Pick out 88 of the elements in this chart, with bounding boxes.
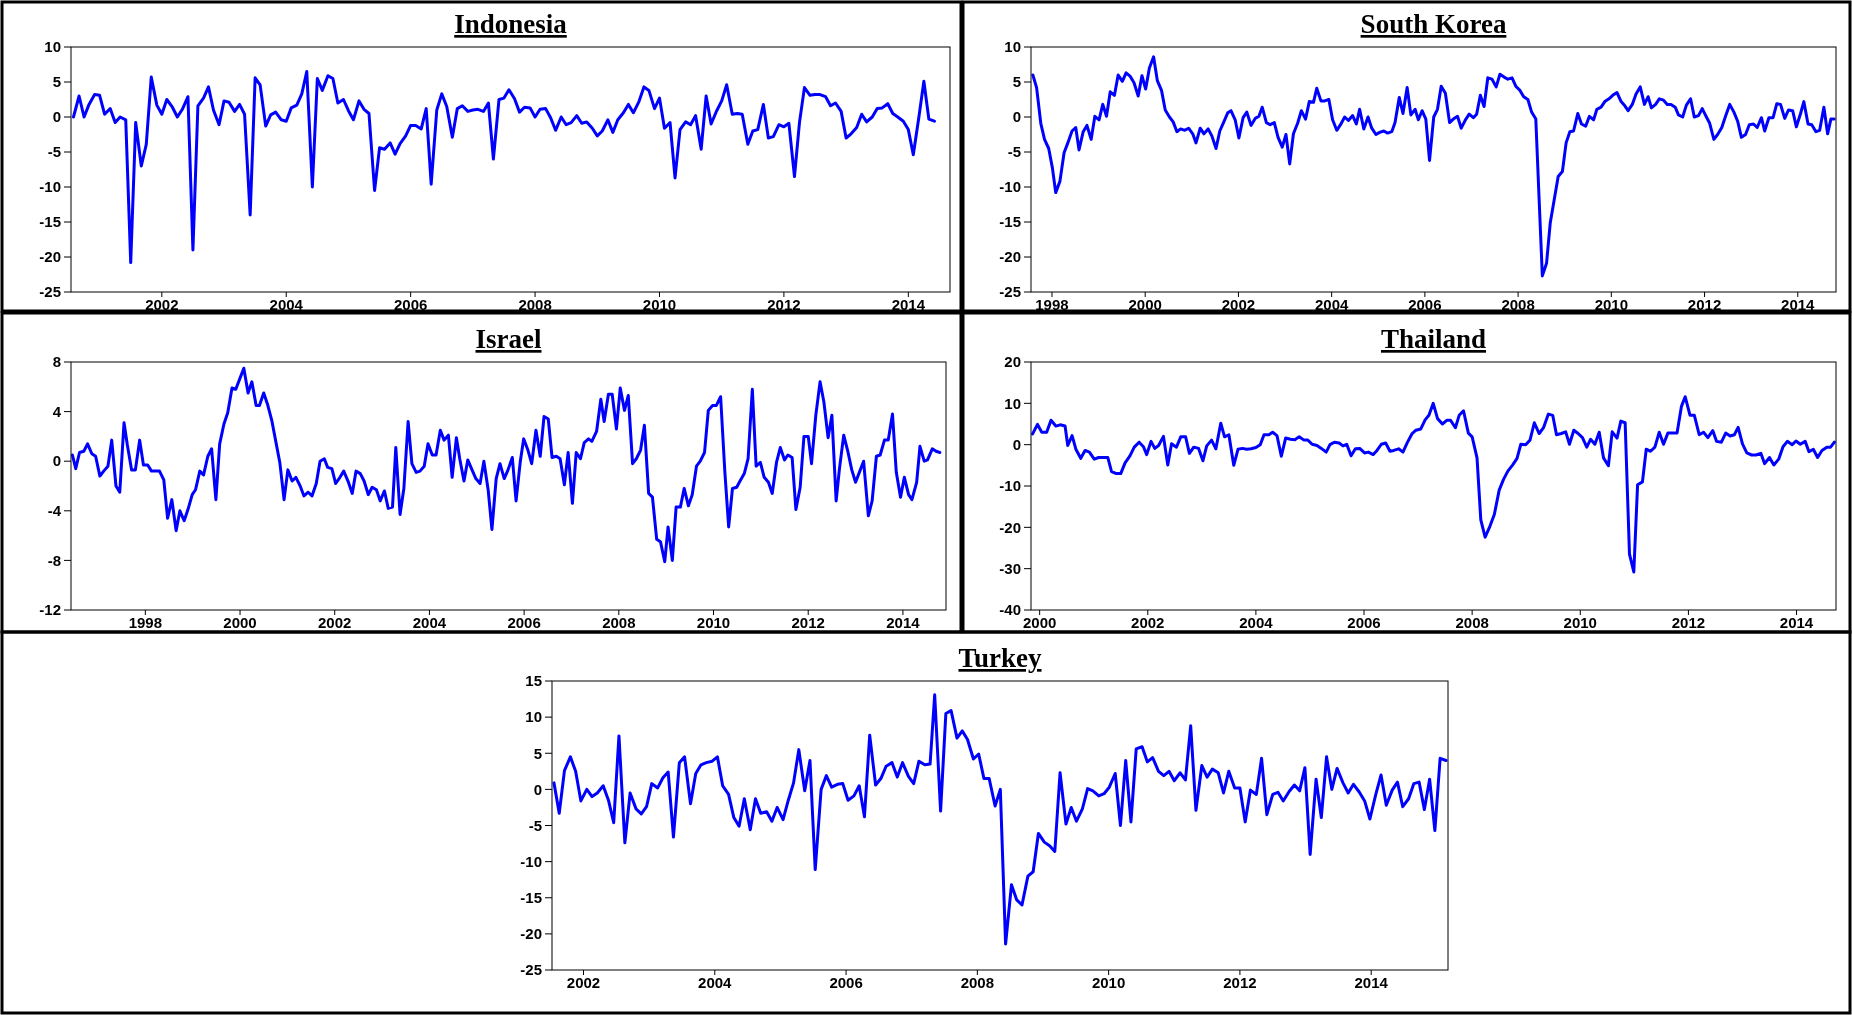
y-tick-label: -25 bbox=[999, 283, 1021, 301]
chart-title: Thailand bbox=[1380, 324, 1487, 354]
y-tick-label: -20 bbox=[520, 925, 542, 943]
y-tick-label: -25 bbox=[520, 961, 542, 979]
y-tick-label: -5 bbox=[1007, 143, 1021, 161]
y-tick-label: 20 bbox=[1004, 353, 1021, 371]
x-tick-label: 2010 bbox=[642, 296, 677, 313]
y-tick-label: -30 bbox=[999, 559, 1021, 577]
line-series bbox=[71, 70, 936, 265]
x-tick-label: 2006 bbox=[507, 614, 541, 631]
x-tick-label: 2004 bbox=[1314, 296, 1349, 313]
x-tick-label: 2008 bbox=[602, 614, 636, 631]
line-series bbox=[1031, 55, 1836, 278]
y-tick-label: 15 bbox=[525, 672, 542, 690]
x-tick-label: 2004 bbox=[1239, 614, 1274, 631]
x-tick-label: 2000 bbox=[223, 614, 257, 631]
y-tick-label: 0 bbox=[1012, 108, 1021, 126]
x-tick-label: 1998 bbox=[128, 614, 163, 631]
x-tick-label: 2006 bbox=[393, 296, 428, 313]
x-tick-label: 2004 bbox=[698, 974, 733, 991]
y-tick-label: -25 bbox=[39, 283, 61, 301]
x-tick-label: 2010 bbox=[696, 614, 731, 631]
y-tick-label: 5 bbox=[52, 73, 61, 91]
chart-title: Turkey bbox=[958, 643, 1043, 673]
x-tick-label: 2010 bbox=[1563, 614, 1597, 631]
x-tick-label: 2014 bbox=[1779, 614, 1814, 631]
y-tick-label: -10 bbox=[520, 852, 542, 870]
y-tick-label: 0 bbox=[1012, 435, 1021, 453]
x-tick-label: 2004 bbox=[412, 614, 447, 631]
y-tick-label: -5 bbox=[47, 143, 61, 161]
y-tick-label: -40 bbox=[999, 601, 1021, 619]
y-tick-label: -15 bbox=[999, 213, 1021, 231]
line-series bbox=[70, 366, 942, 564]
x-tick-label: 1998 bbox=[1035, 296, 1069, 313]
x-tick-label: 2012 bbox=[1223, 974, 1257, 991]
y-tick-label: 0 bbox=[52, 452, 61, 470]
x-tick-label: 2000 bbox=[1128, 296, 1162, 313]
line-series bbox=[552, 693, 1448, 946]
x-tick-label: 2012 bbox=[791, 614, 825, 631]
y-tick-label: 5 bbox=[533, 744, 542, 762]
y-tick-label: 10 bbox=[44, 38, 61, 56]
y-tick-label: -10 bbox=[999, 477, 1021, 495]
y-tick-label: -5 bbox=[528, 816, 542, 834]
x-tick-label: 2006 bbox=[1347, 614, 1381, 631]
y-tick-label: -4 bbox=[47, 502, 62, 520]
y-tick-label: -10 bbox=[39, 178, 61, 196]
y-tick-label: -15 bbox=[520, 889, 542, 906]
x-tick-label: 2008 bbox=[1455, 614, 1489, 631]
chart-title: Israel bbox=[475, 324, 542, 354]
y-tick-label: -15 bbox=[39, 213, 61, 231]
y-tick-label: 10 bbox=[1004, 394, 1021, 412]
y-tick-label: -8 bbox=[47, 551, 61, 569]
y-tick-label: 5 bbox=[1012, 73, 1021, 91]
x-tick-label: 2006 bbox=[829, 974, 863, 991]
y-tick-label: 10 bbox=[525, 708, 542, 726]
y-tick-label: -20 bbox=[999, 518, 1021, 536]
x-tick-label: 2014 bbox=[886, 614, 921, 631]
x-tick-label: 2008 bbox=[518, 296, 552, 313]
x-tick-label: 2006 bbox=[1408, 296, 1442, 313]
x-tick-label: 2002 bbox=[145, 296, 179, 313]
x-tick-label: 2002 bbox=[1131, 614, 1165, 631]
x-tick-label: 2014 bbox=[1354, 974, 1389, 991]
y-tick-label: 0 bbox=[533, 780, 542, 798]
x-tick-label: 2010 bbox=[1091, 974, 1126, 991]
y-tick-label: 4 bbox=[52, 402, 62, 420]
x-tick-label: 2008 bbox=[1501, 296, 1535, 313]
x-tick-label: 2014 bbox=[891, 296, 926, 313]
y-tick-label: 0 bbox=[52, 108, 61, 126]
x-tick-label: 2004 bbox=[269, 296, 304, 313]
y-tick-label: -10 bbox=[999, 178, 1021, 196]
y-tick-label: -12 bbox=[39, 601, 61, 619]
x-tick-label: 2000 bbox=[1022, 614, 1057, 631]
y-tick-label: -20 bbox=[39, 248, 61, 266]
x-tick-label: 2012 bbox=[767, 296, 801, 313]
x-tick-label: 2002 bbox=[1221, 296, 1256, 313]
x-tick-label: 2002 bbox=[566, 974, 601, 991]
y-tick-label: 10 bbox=[1004, 38, 1021, 56]
x-tick-label: 2012 bbox=[1671, 614, 1706, 631]
chart-title: South Korea bbox=[1360, 9, 1507, 39]
x-tick-label: 2002 bbox=[318, 614, 352, 631]
y-tick-label: 8 bbox=[52, 353, 61, 371]
y-tick-label: -20 bbox=[999, 248, 1021, 266]
chart-title: Indonesia bbox=[454, 9, 568, 39]
line-series bbox=[1031, 395, 1836, 574]
x-tick-label: 2014 bbox=[1781, 296, 1816, 313]
x-tick-label: 2010 bbox=[1594, 296, 1629, 313]
x-tick-label: 2008 bbox=[960, 974, 995, 991]
x-tick-label: 2012 bbox=[1687, 296, 1722, 313]
